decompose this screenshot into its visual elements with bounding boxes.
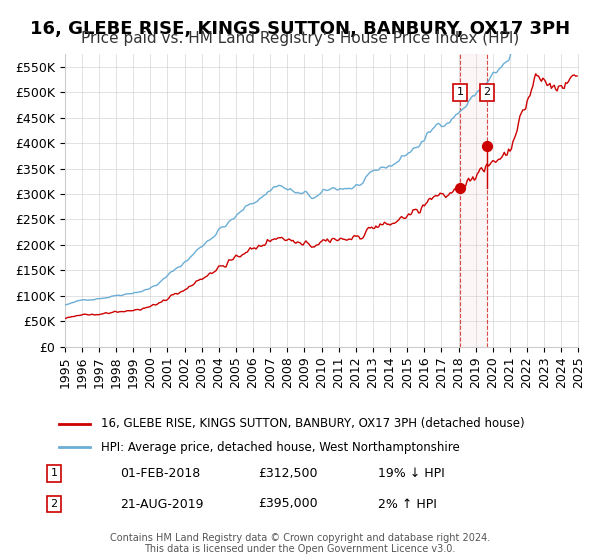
Text: 19% ↓ HPI: 19% ↓ HPI — [378, 466, 445, 480]
Text: 1: 1 — [50, 468, 58, 478]
Text: 16, GLEBE RISE, KINGS SUTTON, BANBURY, OX17 3PH (detached house): 16, GLEBE RISE, KINGS SUTTON, BANBURY, O… — [101, 417, 524, 430]
Text: £312,500: £312,500 — [258, 466, 317, 480]
Text: 16, GLEBE RISE, KINGS SUTTON, BANBURY, OX17 3PH: 16, GLEBE RISE, KINGS SUTTON, BANBURY, O… — [30, 20, 570, 38]
Text: Contains HM Land Registry data © Crown copyright and database right 2024.
This d: Contains HM Land Registry data © Crown c… — [110, 533, 490, 554]
Text: 01-FEB-2018: 01-FEB-2018 — [120, 466, 200, 480]
Bar — [460, 54, 487, 347]
Point — [455, 183, 465, 192]
Text: £395,000: £395,000 — [258, 497, 317, 511]
Text: 2: 2 — [50, 499, 58, 509]
Text: 2% ↑ HPI: 2% ↑ HPI — [378, 497, 437, 511]
Text: HPI: Average price, detached house, West Northamptonshire: HPI: Average price, detached house, West… — [101, 441, 460, 454]
Text: Price paid vs. HM Land Registry's House Price Index (HPI): Price paid vs. HM Land Registry's House … — [81, 31, 519, 46]
Text: 1: 1 — [457, 87, 463, 97]
Point — [482, 141, 491, 150]
Text: 2: 2 — [483, 87, 490, 97]
Text: 21-AUG-2019: 21-AUG-2019 — [120, 497, 203, 511]
